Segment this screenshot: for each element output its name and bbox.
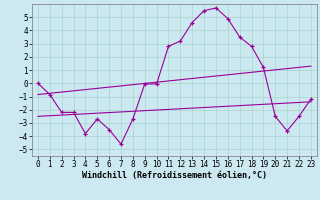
X-axis label: Windchill (Refroidissement éolien,°C): Windchill (Refroidissement éolien,°C)	[82, 171, 267, 180]
